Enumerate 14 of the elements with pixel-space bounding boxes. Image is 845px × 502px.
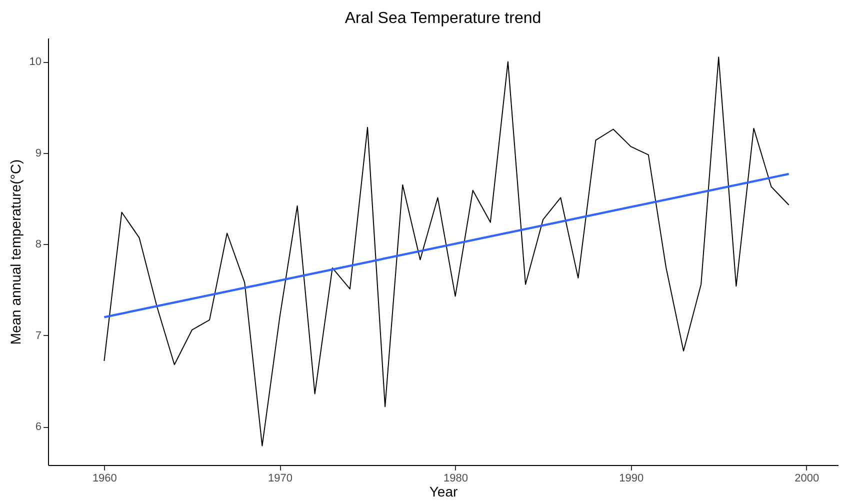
line-series (104, 56, 790, 446)
y-tick-label: 9 (35, 147, 42, 160)
x-tick-label: 1960 (92, 472, 117, 484)
chart-title: Aral Sea Temperature trend (344, 10, 542, 27)
x-tick-label: 1980 (444, 472, 468, 484)
x-tick-label: 2000 (794, 472, 820, 484)
y-tick-label: 7 (35, 330, 42, 342)
x-axis-title: Year (429, 484, 458, 500)
x-tick-label: 1970 (268, 472, 292, 484)
y-tick-label: 8 (35, 238, 42, 251)
y-tick-label: 6 (35, 421, 42, 434)
y-tick-label: 10 (29, 56, 42, 68)
x-tick-label: 1990 (619, 472, 644, 484)
y-axis-title: Mean annual temperature(°C) (7, 159, 24, 345)
